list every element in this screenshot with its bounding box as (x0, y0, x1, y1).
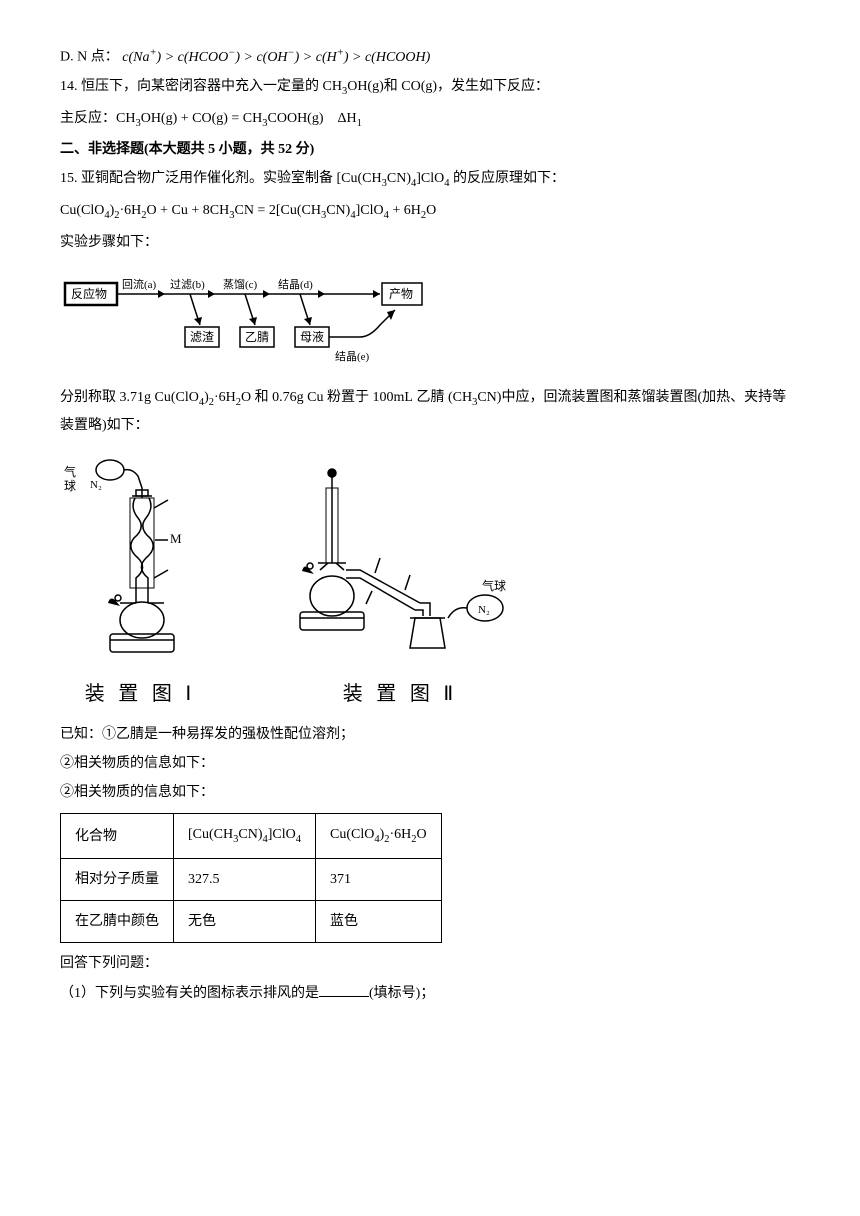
table-h1: 化合物 (61, 814, 174, 859)
flow-s1-label: 回流(a) (122, 277, 157, 291)
table-h3: Cu(ClO4)2·6H2O (316, 814, 442, 859)
apparatus-1-svg: 气 球 N₂ M (60, 448, 220, 668)
svg-text:气球: 气球 (482, 578, 506, 593)
table-r1c2: 327.5 (174, 859, 316, 901)
q15-steps-label: 实验步骤如下： (60, 230, 800, 255)
table-r2c1: 在乙腈中颜色 (61, 901, 174, 943)
table-r2c2: 无色 (174, 901, 316, 943)
svg-text:N₂: N₂ (478, 604, 490, 616)
flow-s2-label: 过滤(b) (170, 278, 205, 291)
q15-answer-label: 回答下列问题： (60, 951, 800, 976)
option-d-prefix: D. N 点： (60, 50, 119, 65)
q14-text1: 14. 恒压下，向某密闭容器中充入一定量的 CH3OH(g)和 CO(g)，发生… (60, 74, 800, 102)
q14-text2: 主反应：CH3OH(g) + CO(g) = CH3COOH(g) ΔH1 (60, 106, 800, 134)
diagram-2-label: 装 置 图 Ⅱ (260, 676, 540, 712)
blank-field[interactable] (319, 982, 369, 997)
table-r1c3: 371 (316, 859, 442, 901)
table-row: 在乙腈中颜色 无色 蓝色 (61, 901, 442, 943)
svg-text:球: 球 (64, 479, 76, 493)
q15-weigh: 分别称取 3.71g Cu(ClO4)2·6H2O 和 0.76g Cu 粉置于… (60, 385, 800, 438)
diagram-1-label: 装 置 图 Ⅰ (60, 676, 220, 712)
q15-known2b: ②相关物质的信息如下： (60, 780, 800, 805)
section-2-heading: 二、非选择题(本大题共 5 小题，共 52 分) (60, 137, 800, 162)
q15-known1: 已知：①乙腈是一种易挥发的强极性配位溶剂； (60, 722, 800, 747)
svg-text:M: M (170, 531, 182, 546)
option-d: D. N 点： c(Na+) > c(HCOO−) > c(OH−) > c(H… (60, 44, 800, 70)
flow-s4-label: 结晶(d) (278, 278, 313, 291)
flow-s3-label: 蒸馏(c) (223, 277, 258, 291)
apparatus-2-svg: N₂ 气球 (260, 448, 540, 668)
q15-equation: Cu(ClO4)2·6H2O + Cu + 8CH3CN = 2[Cu(CH3C… (60, 198, 800, 226)
option-d-formula: c(Na+) > c(HCOO−) > c(OH−) > c(H+) > c(H… (122, 50, 430, 65)
flow-end: 产物 (389, 287, 413, 301)
compound-table: 化合物 [Cu(CH3CN)4]ClO4 Cu(ClO4)2·6H2O 相对分子… (60, 813, 442, 943)
q15-sub1-suffix: (填标号)； (369, 986, 434, 1001)
q15-intro: 15. 亚铜配合物广泛用作催化剂。实验室制备 [Cu(CH3CN)4]ClO4 … (60, 166, 800, 194)
flow-start: 反应物 (71, 286, 107, 301)
diagram-row: 气 球 N₂ M 装 置 图 Ⅰ (60, 448, 800, 712)
q15-known2: ②相关物质的信息如下： (60, 751, 800, 776)
table-row: 相对分子质量 327.5 371 (61, 859, 442, 901)
table-h2: [Cu(CH3CN)4]ClO4 (174, 814, 316, 859)
table-r2c3: 蓝色 (316, 901, 442, 943)
flow-s2-down: 滤渣 (190, 330, 214, 344)
table-row: 化合物 [Cu(CH3CN)4]ClO4 Cu(ClO4)2·6H2O (61, 814, 442, 859)
flow-s4-down: 母液 (300, 329, 324, 344)
flow-s5-label: 结晶(e) (335, 350, 370, 363)
svg-text:N₂: N₂ (90, 479, 102, 491)
flow-s3-down: 乙腈 (245, 330, 269, 344)
table-r1c1: 相对分子质量 (61, 859, 174, 901)
diagram-1: 气 球 N₂ M 装 置 图 Ⅰ (60, 448, 220, 712)
svg-text:气: 气 (64, 464, 76, 479)
diagram-2: N₂ 气球 装 置 图 Ⅱ (260, 448, 540, 712)
flowchart-svg: 反应物 回流(a) 过滤(b) 滤渣 蒸馏(c) 乙腈 结晶(d) 母液 (60, 265, 480, 375)
flowchart: 反应物 回流(a) 过滤(b) 滤渣 蒸馏(c) 乙腈 结晶(d) 母液 (60, 265, 800, 375)
q15-sub1-text: （1）下列与实验有关的图标表示排风的是 (60, 986, 319, 1001)
q15-sub1: （1）下列与实验有关的图标表示排风的是 (填标号)； (60, 981, 800, 1006)
